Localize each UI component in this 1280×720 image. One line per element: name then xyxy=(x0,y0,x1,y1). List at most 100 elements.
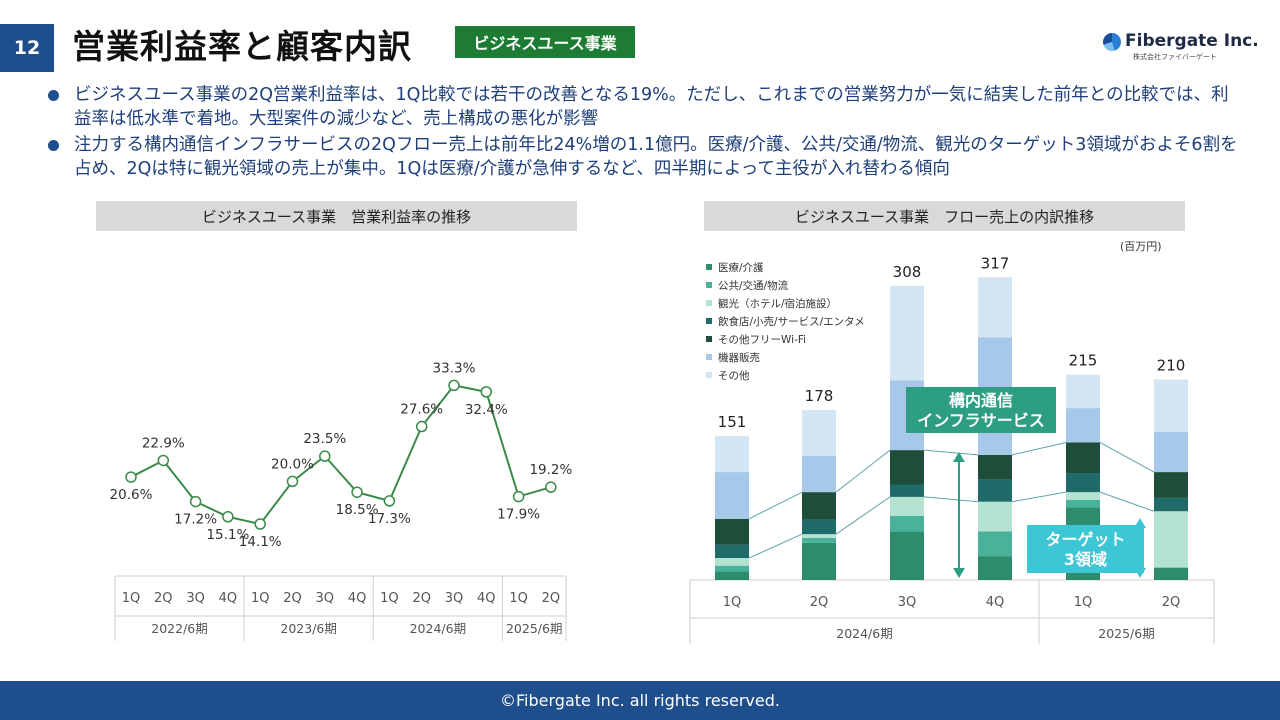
data-point xyxy=(383,495,396,507)
infra-callout-text: インフラサービス xyxy=(917,411,1045,430)
bar-segment xyxy=(978,454,1012,480)
bar-segment xyxy=(1066,473,1100,493)
infra-connector-line xyxy=(835,449,891,493)
legend-item: 機器販売 xyxy=(706,348,865,366)
x-tick-label: 2Q xyxy=(412,591,431,606)
infra-callout-text: 構内通信 xyxy=(949,391,1013,410)
infra-connector-line xyxy=(1011,441,1067,456)
data-point xyxy=(415,420,428,433)
data-point xyxy=(157,454,170,467)
data-label: 20.0% xyxy=(271,456,314,472)
bar-segment xyxy=(1066,492,1100,500)
bar-segment xyxy=(978,277,1012,338)
legend-item: その他フリーWi-Fi xyxy=(706,330,865,348)
data-label: 17.3% xyxy=(368,511,411,527)
logo-subtext: 株式会社ファイバーゲート xyxy=(1133,53,1217,61)
bar-total-label: 317 xyxy=(981,254,1010,272)
data-point xyxy=(319,450,331,462)
legend-label: その他 xyxy=(718,369,750,382)
x-group-label: 2024/6期 xyxy=(410,621,466,636)
legend-label: その他フリーWi-Fi xyxy=(718,333,807,346)
infra-range-arrow-head xyxy=(953,452,965,462)
legend-label: 医療/介護 xyxy=(718,261,764,274)
bar-segment xyxy=(890,496,924,517)
x-tick-label: 3Q xyxy=(898,595,917,610)
legend-swatch-icon xyxy=(706,354,712,360)
bullet-text: ビジネスユース事業の2Q営業利益率は、1Q比較では若干の改善となる19%。ただし… xyxy=(74,85,1229,129)
data-label: 18.5% xyxy=(336,502,379,518)
bullet-item: 注力する構内通信インフラサービスの2Qフロー売上は前年比24%増の1.1億円。医… xyxy=(44,133,1244,181)
flow-chart-title: ビジネスユース事業 フロー売上の内訳推移 xyxy=(704,201,1185,231)
bar-segment xyxy=(1154,472,1188,498)
bar-segment xyxy=(715,518,749,545)
legend-swatch-icon xyxy=(706,264,712,270)
summary-bullets: ビジネスユース事業の2Q営業利益率は、1Q比較では若干の改善となる19%。ただし… xyxy=(44,83,1244,183)
data-point xyxy=(254,518,266,530)
x-tick-label: 2Q xyxy=(542,591,561,606)
bar-segment xyxy=(1066,442,1100,474)
data-point xyxy=(189,495,202,508)
infra-connector-line xyxy=(923,449,979,456)
target-connector-line xyxy=(1099,491,1155,512)
bar-segment xyxy=(978,479,1012,502)
legend-item: 医療/介護 xyxy=(706,258,865,276)
legend-label: 観光（ホテル/宿泊施設） xyxy=(718,297,838,310)
bar-segment xyxy=(1066,408,1100,443)
page-title: 営業利益率と顧客内訳 xyxy=(72,27,412,66)
company-logo: Fibergate Inc. 株式会社ファイバーゲート xyxy=(1103,30,1259,64)
x-tick-label: 4Q xyxy=(477,591,496,606)
logo-text: Fibergate Inc. xyxy=(1125,31,1259,51)
bar-segment xyxy=(802,455,836,493)
data-point xyxy=(512,490,525,503)
x-tick-label: 2Q xyxy=(154,591,173,606)
target-connector-line xyxy=(1011,491,1067,503)
legend-item: 飲食店/小売/サービス/エンタメ xyxy=(706,312,865,330)
legend-item: 公共/交通/物流 xyxy=(706,276,865,294)
data-label: 19.2% xyxy=(529,462,572,478)
infra-connector-line xyxy=(1099,442,1155,473)
bar-segment xyxy=(1154,431,1188,473)
target-connector-line xyxy=(835,496,891,535)
infra-callout: 構内通信インフラサービス xyxy=(906,387,1056,433)
bar-segment xyxy=(715,544,749,559)
data-label: 33.3% xyxy=(433,360,476,376)
bullet-text: 注力する構内通信インフラサービスの2Qフロー売上は前年比24%増の1.1億円。医… xyxy=(74,135,1238,179)
legend-swatch-icon xyxy=(706,282,712,288)
margin-line-chart: 1Q 2Q 3Q 4Q 1Q 2Q 3Q 4Q 1Q 2Q 3Q 4Q 1Q 2Q 2022/6期 2023/… xyxy=(110,360,573,641)
x-tick-label: 2Q xyxy=(810,595,829,610)
data-point xyxy=(448,379,460,392)
data-point xyxy=(351,486,363,498)
legend-swatch-icon xyxy=(706,300,712,306)
bar-segment xyxy=(1154,497,1188,512)
bar-segment xyxy=(802,519,836,535)
legend-item: その他 xyxy=(706,366,865,384)
bar-segment xyxy=(715,472,749,519)
data-point xyxy=(545,481,557,493)
target-connector-line xyxy=(923,496,979,503)
legend-item: 観光（ホテル/宿泊施設） xyxy=(706,294,865,312)
x-tick-label: 1Q xyxy=(122,591,141,606)
bar-segment xyxy=(890,285,924,381)
legend-swatch-icon xyxy=(706,372,712,378)
legend-swatch-icon xyxy=(706,318,712,324)
bar-total-label: 210 xyxy=(1157,356,1186,374)
bar-segment xyxy=(890,450,924,485)
legend-label: 機器販売 xyxy=(718,351,760,364)
bullet-item: ビジネスユース事業の2Q営業利益率は、1Q比較では若干の改善となる19%。ただし… xyxy=(44,83,1244,131)
bar-segment xyxy=(802,410,836,456)
x-tick-label: 1Q xyxy=(380,591,399,606)
bar-segment xyxy=(802,537,836,543)
infra-connector-line xyxy=(748,491,803,520)
bar-segment xyxy=(1154,567,1188,580)
bar-segment xyxy=(1066,374,1100,409)
x-tick-label: 3Q xyxy=(445,591,464,606)
segment-badge: ビジネスユース事業 xyxy=(455,26,635,58)
bar-segment xyxy=(715,571,749,580)
bar-segment xyxy=(715,565,749,572)
x-tick-label: 2Q xyxy=(283,591,302,606)
bar-total-label: 151 xyxy=(718,413,747,431)
target-callout-text: ターゲット xyxy=(1045,530,1125,549)
data-label: 22.9% xyxy=(142,435,185,451)
bar-segment xyxy=(1154,379,1188,432)
bar-segment xyxy=(802,492,836,520)
